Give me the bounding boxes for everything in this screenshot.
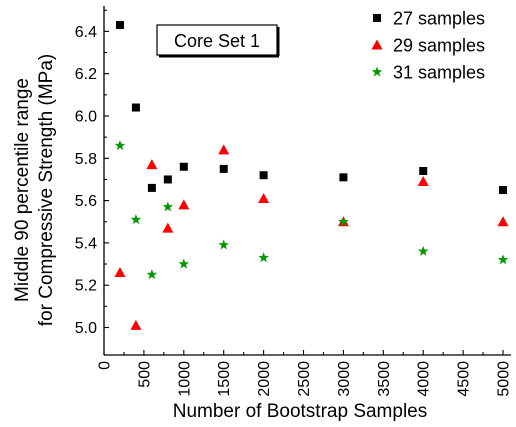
data-point-square <box>115 21 124 30</box>
x-tick-label: 2500 <box>296 361 313 397</box>
x-tick-label: 1500 <box>216 361 233 397</box>
data-point-star <box>114 140 126 151</box>
data-point-star <box>417 245 429 256</box>
data-point-triangle <box>218 144 230 155</box>
data-point-star <box>130 214 142 225</box>
data-point-triangle <box>146 159 158 170</box>
data-point-square <box>339 173 348 182</box>
y-tick-label: 5.2 <box>75 278 97 295</box>
x-tick-label: 2000 <box>256 361 273 397</box>
points-layer <box>114 21 509 330</box>
ticks-layer: 5.0 5.2 5.4 5.6 5.8 6.0 6.2 6.4 0 500 1000 1500 2000… <box>75 9 513 397</box>
x-tick-label: 4000 <box>416 361 433 397</box>
legend-marker-star <box>371 66 383 77</box>
y-axis-title-group: Middle 90 percentile range for Compressi… <box>12 54 57 326</box>
y-tick-label: 6.2 <box>75 66 97 83</box>
data-point-star <box>218 239 229 250</box>
data-point-triangle <box>417 176 429 187</box>
y-tick-label: 5.8 <box>75 151 97 168</box>
data-point-star <box>338 216 349 227</box>
y-tick-label: 6.4 <box>75 24 97 41</box>
annotation-label: Core Set 1 <box>174 31 260 51</box>
x-tick-label: 0 <box>97 361 114 370</box>
data-point-triangle <box>130 319 142 330</box>
data-point-triangle <box>162 222 174 233</box>
data-point-triangle <box>178 199 190 210</box>
x-axis-title: Number of Bootstrap Samples <box>173 401 428 422</box>
data-point-square <box>147 183 156 192</box>
legend-marker-triangle <box>371 39 383 50</box>
legend-label: 27 samples <box>393 9 485 29</box>
x-tick-label: 3000 <box>336 361 353 397</box>
x-tick-label: 500 <box>136 361 153 388</box>
y-axis-title-line-1: Middle 90 percentile range <box>12 78 33 302</box>
data-point-triangle <box>258 192 270 203</box>
x-tick-label: 4500 <box>456 361 473 397</box>
legend-marker-square <box>373 14 381 22</box>
data-point-square <box>131 103 140 112</box>
data-point-triangle <box>114 267 126 278</box>
data-point-star <box>497 254 509 265</box>
legend: 27 samples 29 samples 31 samples <box>371 9 485 83</box>
series-3 <box>114 140 509 280</box>
data-point-star <box>146 269 158 280</box>
y-tick-label: 6.0 <box>75 108 97 125</box>
y-axis-title-line-2: for Compressive Strength (MPa) <box>36 54 57 326</box>
data-point-square <box>419 166 428 175</box>
x-tick-label: 3500 <box>376 361 393 397</box>
x-tick-label: 1000 <box>176 361 193 397</box>
y-tick-label: 5.4 <box>75 235 97 252</box>
data-point-star <box>258 252 269 263</box>
y-tick-label: 5.0 <box>75 320 97 337</box>
data-point-triangle <box>497 216 509 227</box>
legend-label: 29 samples <box>393 36 485 56</box>
data-point-square <box>163 175 172 184</box>
data-point-square <box>499 186 508 195</box>
annotation-box: Core Set 1 <box>156 24 280 58</box>
annotation-frame <box>156 24 278 56</box>
data-point-star <box>162 201 174 212</box>
series-2 <box>114 144 509 330</box>
series-1 <box>115 21 508 195</box>
y-tick-label: 5.6 <box>75 193 97 210</box>
legend-label: 31 samples <box>393 63 485 83</box>
data-point-square <box>259 171 268 180</box>
x-tick-label: 5000 <box>496 361 513 397</box>
data-point-square <box>179 162 188 171</box>
data-point-star <box>178 258 190 269</box>
data-point-square <box>219 164 228 173</box>
